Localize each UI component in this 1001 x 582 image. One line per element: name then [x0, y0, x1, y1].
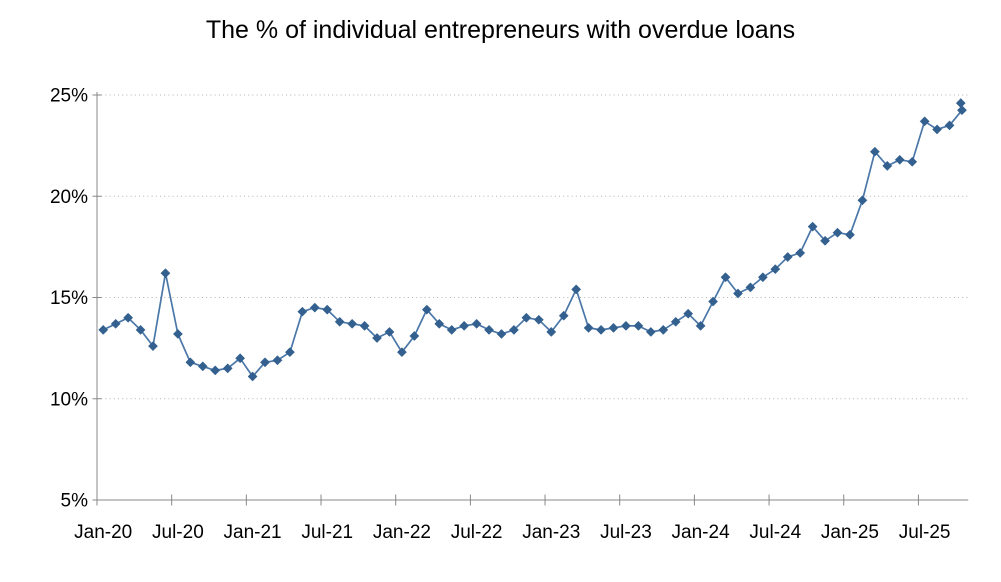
data-point-marker	[496, 328, 507, 339]
data-point-marker	[334, 316, 345, 327]
data-point-marker	[508, 324, 519, 335]
y-tick-label: 25%	[50, 86, 88, 107]
data-point-marker	[558, 310, 569, 321]
data-point-marker	[596, 324, 607, 335]
data-point-marker	[757, 272, 768, 283]
x-tick-label: Jul-20	[152, 522, 204, 543]
data-point-marker	[160, 268, 171, 279]
data-point-marker	[907, 156, 918, 167]
data-point-marker	[521, 312, 532, 323]
data-point-marker	[247, 371, 258, 382]
data-point-marker	[446, 324, 457, 335]
x-tick-label: Jul-21	[301, 522, 353, 543]
data-point-marker	[720, 272, 731, 283]
data-point-marker	[260, 357, 270, 368]
data-series-line	[102, 102, 963, 378]
data-point-marker	[434, 318, 445, 329]
data-point-marker	[932, 124, 943, 135]
data-point-marker	[733, 288, 743, 299]
data-point-marker	[197, 361, 208, 372]
data-point-marker	[210, 365, 221, 376]
data-point-marker	[670, 316, 681, 327]
data-point-marker	[110, 318, 121, 329]
x-tick-label: Jan-23	[522, 522, 580, 543]
data-point-marker	[832, 227, 843, 238]
x-tick-label: Jan-21	[224, 522, 282, 543]
data-point-marker	[222, 363, 233, 374]
data-point-marker	[459, 320, 470, 331]
data-point-marker	[845, 229, 855, 240]
data-point-marker	[857, 195, 868, 206]
data-point-marker	[583, 322, 594, 333]
data-point-marker	[708, 296, 719, 307]
data-point-marker	[645, 326, 656, 337]
data-point-marker	[745, 282, 756, 293]
chart-title: The % of individual entrepreneurs with o…	[205, 16, 796, 44]
data-point-marker	[820, 235, 831, 246]
data-point-marker	[782, 252, 793, 262]
data-point-marker	[123, 312, 134, 323]
data-point-marker	[533, 314, 544, 325]
data-point-marker	[172, 328, 183, 339]
data-point-marker	[957, 105, 967, 116]
data-point-marker	[98, 324, 109, 335]
data-point-marker	[409, 331, 420, 341]
x-tick-label: Jul-24	[749, 522, 801, 543]
data-point-marker	[882, 160, 893, 171]
data-point-marker	[185, 357, 196, 368]
data-point-marker	[633, 320, 644, 331]
data-point-marker	[309, 302, 320, 313]
data-point-marker	[770, 264, 781, 275]
data-point-marker	[396, 347, 407, 358]
data-point-marker	[347, 318, 358, 329]
x-tick-label: Jul-22	[451, 522, 503, 543]
data-point-marker	[359, 320, 370, 331]
data-point-marker	[546, 326, 557, 337]
data-point-marker	[869, 146, 880, 157]
data-point-marker	[608, 322, 619, 333]
extra-data-point-marker	[955, 98, 966, 109]
y-tick-label: 15%	[50, 288, 88, 309]
data-point-marker	[658, 324, 669, 335]
x-tick-label: Jul-25	[899, 522, 951, 543]
data-point-marker	[484, 324, 494, 335]
data-point-marker	[807, 221, 818, 232]
y-tick-label: 5%	[61, 491, 89, 512]
data-point-marker	[471, 318, 482, 329]
x-tick-label: Jan-22	[373, 522, 431, 543]
data-point-marker	[135, 324, 146, 335]
data-point-marker	[235, 353, 246, 364]
data-point-marker	[372, 333, 382, 343]
data-point-marker	[795, 247, 806, 258]
y-tick-label: 10%	[50, 389, 88, 410]
data-point-marker	[384, 326, 395, 337]
data-point-marker	[944, 120, 955, 131]
data-point-marker	[322, 304, 333, 315]
data-point-marker	[695, 320, 706, 331]
data-point-marker	[571, 284, 582, 295]
data-point-marker	[272, 355, 283, 366]
data-point-marker	[620, 320, 631, 331]
data-point-marker	[421, 304, 432, 315]
y-tick-label: 20%	[50, 187, 88, 208]
data-point-marker	[894, 154, 905, 165]
x-tick-label: Jul-23	[600, 522, 652, 543]
x-tick-label: Jan-24	[672, 522, 731, 543]
data-point-marker	[148, 341, 158, 352]
x-tick-label: Jan-25	[821, 522, 879, 543]
data-point-marker	[284, 347, 295, 358]
x-tick-label: Jan-20	[74, 522, 132, 543]
data-point-marker	[683, 308, 694, 319]
data-point-marker	[297, 306, 308, 317]
data-point-marker	[919, 116, 930, 127]
